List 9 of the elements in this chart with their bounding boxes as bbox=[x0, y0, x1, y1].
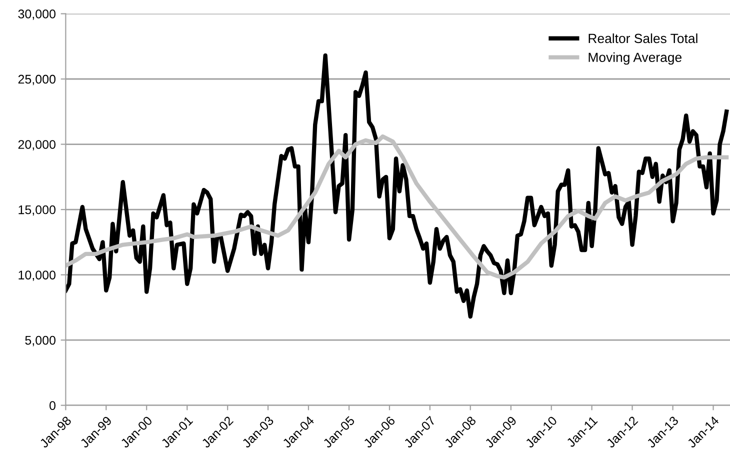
legend-label: Realtor Sales Total bbox=[588, 33, 698, 44]
y-tick-label: 15,000 bbox=[18, 205, 56, 216]
y-tick-label: 5,000 bbox=[25, 336, 56, 346]
y-tick-label: 0 bbox=[50, 401, 56, 410]
y-tick-label: 10,000 bbox=[18, 270, 56, 281]
y-tick-label: 30,000 bbox=[18, 10, 56, 20]
y-tick-label: 25,000 bbox=[18, 74, 56, 86]
y-tick-label: 20,000 bbox=[18, 140, 56, 150]
legend-label: Moving Average bbox=[588, 52, 682, 65]
